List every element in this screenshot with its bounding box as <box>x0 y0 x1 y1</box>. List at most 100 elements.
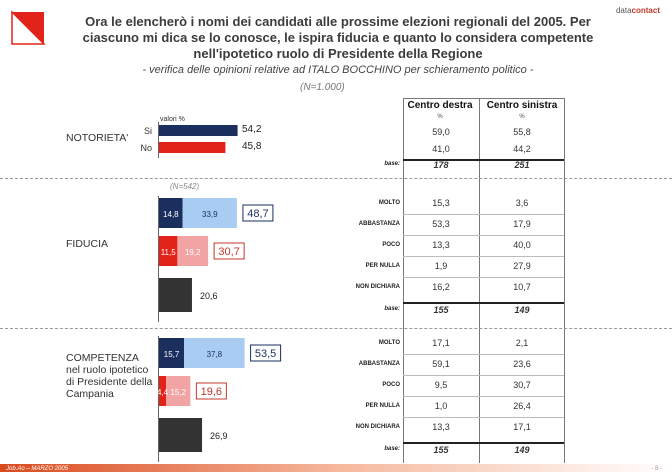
competenza-neg-label-a: 4,4 <box>158 388 169 397</box>
fiducia-cell-cs: 10,7 <box>513 282 531 292</box>
competenza-row-label: POCO <box>382 382 400 388</box>
competenza-sublabel: nel ruolo ipotetico di Presidente della … <box>66 364 153 400</box>
competenza-pos-bar-b <box>184 338 245 368</box>
competenza-cell-cd: 59,1 <box>432 359 450 369</box>
competenza-cell-cs: 23,6 <box>513 359 531 369</box>
fiducia-cell-cd: 1,9 <box>434 261 448 271</box>
competenza-base-cd: 155 <box>433 445 449 455</box>
notorieta-si-cs: 55,8 <box>513 127 531 137</box>
fiducia-nd-label: 20,6 <box>200 291 218 301</box>
notorieta-label: NOTORIETA' <box>66 132 129 144</box>
competenza-neg-bar-b <box>166 376 191 406</box>
table-divider <box>479 98 480 463</box>
notorieta-base-cd: 178 <box>433 160 449 170</box>
fiducia-pos-total-box <box>242 204 274 222</box>
section-divider <box>0 178 672 179</box>
table-divider <box>403 235 564 236</box>
competenza-cell-cs: 30,7 <box>513 380 531 390</box>
fiducia-cell-cs: 3,6 <box>515 198 529 208</box>
col-centro-destra: Centro destra <box>407 100 473 111</box>
page-subtitle: - verifica delle opinioni relative ad IT… <box>142 64 534 76</box>
fiducia-chart: 14,8 33,9 48,7 11,5 19,2 30,7 20,6 <box>158 196 274 322</box>
competenza-cell-cd: 13,3 <box>432 422 450 432</box>
brand-logo: datacontact <box>615 6 660 15</box>
competenza-pos-label-b: 37,8 <box>207 350 223 359</box>
valori-label: valori % <box>160 116 185 123</box>
page-number: - 8 - <box>651 466 662 472</box>
table-divider <box>564 98 565 463</box>
section-divider <box>0 328 672 329</box>
competenza-neg-total: 19,6 <box>201 386 222 398</box>
competenza-pos-total: 53,5 <box>255 348 276 360</box>
notorieta-base-cs: 251 <box>514 160 530 170</box>
unit-cs: % <box>519 114 525 120</box>
fiducia-cell-cs: 17,9 <box>513 219 531 229</box>
competenza-chart: 15,7 37,8 53,5 4,4 15,2 19,6 26,9 <box>158 336 282 462</box>
fiducia-pos-bar-a <box>159 198 183 228</box>
fiducia-cell-cd: 15,3 <box>432 198 450 208</box>
fiducia-cell-cs: 40,0 <box>513 240 531 250</box>
competenza-neg-bar-a <box>159 376 167 406</box>
footer-date: Job.Ao – MARZO 2005 <box>6 466 69 472</box>
page-title: Ora le elencherò i nomi dei candidati al… <box>82 14 594 61</box>
notorieta-no-cs: 44,2 <box>513 144 531 154</box>
bar-no <box>159 142 226 153</box>
table-divider <box>403 396 564 397</box>
table-divider <box>403 98 564 99</box>
table-divider <box>403 417 564 418</box>
competenza-pos-bar-a <box>159 338 185 368</box>
fiducia-base-cs: 149 <box>514 305 530 315</box>
notorieta-no-label: No <box>140 143 152 153</box>
table-divider <box>403 442 564 444</box>
notorieta-si-cd: 59,0 <box>432 127 450 137</box>
competenza-label: COMPETENZA <box>66 352 139 364</box>
fiducia-row-label: MOLTO <box>378 200 400 206</box>
competenza-base-label: base: <box>384 446 400 452</box>
fiducia-neg-total-box <box>213 242 245 260</box>
competenza-neg-total-box <box>195 382 227 400</box>
fiducia-pos-bar-b <box>182 198 237 228</box>
fiducia-cell-cd: 16,2 <box>432 282 450 292</box>
unit-cd: % <box>437 114 443 120</box>
bar-si <box>159 125 238 136</box>
fiducia-row-label: POCO <box>382 242 400 248</box>
notorieta-base-label: base: <box>384 161 400 167</box>
fiducia-neg-total: 30,7 <box>218 246 239 258</box>
competenza-cell-cs: 2,1 <box>515 338 529 348</box>
competenza-nd-bar <box>159 418 203 452</box>
competenza-base-cs: 149 <box>514 445 530 455</box>
competenza-row-label: ABBASTANZA <box>358 361 400 367</box>
competenza-pos-label-a: 15,7 <box>164 350 180 359</box>
fiducia-neg-label-a: 11,5 <box>161 248 177 257</box>
fiducia-base-label: base: <box>384 306 400 312</box>
competenza-pos-total-box <box>250 344 282 362</box>
notorieta-chart <box>158 122 238 158</box>
fiducia-neg-bar-b <box>177 236 209 266</box>
fiducia-pos-total: 48,7 <box>247 208 268 220</box>
fiducia-pos-label-b: 33,9 <box>202 210 218 219</box>
competenza-row-label: NON DICHIARA <box>355 424 400 430</box>
fiducia-base-cd: 155 <box>433 305 449 315</box>
table-divider <box>403 354 564 355</box>
notorieta-no-cd: 41,0 <box>432 144 450 154</box>
competenza-row-label: PER NULLA <box>365 403 400 409</box>
footer-bar <box>0 464 672 472</box>
fiducia-sample: (N=542) <box>170 182 200 191</box>
competenza-cell-cs: 26,4 <box>513 401 531 411</box>
fiducia-cell-cd: 13,3 <box>432 240 450 250</box>
table-divider <box>403 302 564 304</box>
table-divider <box>403 375 564 376</box>
fiducia-cell-cs: 27,9 <box>513 261 531 271</box>
fiducia-neg-label-b: 19,2 <box>185 248 201 257</box>
table-divider <box>403 256 564 257</box>
competenza-row-label: MOLTO <box>378 340 400 346</box>
fiducia-row-label: PER NULLA <box>365 263 400 269</box>
competenza-neg-label-b: 15,2 <box>170 388 186 397</box>
fiducia-cell-cd: 53,3 <box>432 219 450 229</box>
fiducia-pos-label-a: 14,8 <box>163 210 179 219</box>
fiducia-row-label: NON DICHIARA <box>355 284 400 290</box>
fiducia-row-label: ABBASTANZA <box>358 221 400 227</box>
table-divider <box>403 98 404 463</box>
fiducia-nd-bar <box>159 278 192 312</box>
col-centro-sinistra: Centro sinistra <box>486 100 558 111</box>
